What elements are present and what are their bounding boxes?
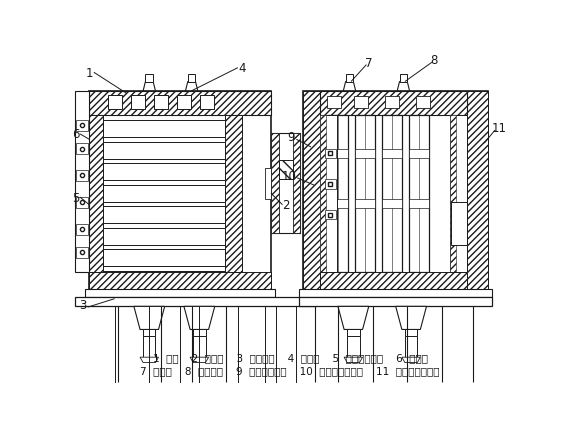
Bar (177, 96, 191, 110)
Text: 11: 11 (492, 122, 506, 135)
Bar (278, 161, 293, 180)
Bar (328, 116, 348, 273)
Bar (293, 134, 300, 233)
Text: 7: 7 (365, 57, 373, 70)
Polygon shape (143, 82, 155, 92)
Polygon shape (402, 357, 420, 363)
Bar (193, 330, 205, 336)
Bar (450, 116, 456, 273)
Bar (89, 92, 271, 290)
Bar (271, 134, 300, 233)
Bar (76, 144, 88, 154)
Bar (103, 185, 225, 202)
Text: 6: 6 (73, 128, 80, 141)
Bar (320, 116, 337, 273)
Bar (76, 248, 88, 258)
Polygon shape (140, 357, 159, 363)
Bar (188, 75, 196, 82)
Polygon shape (338, 307, 369, 330)
Polygon shape (344, 357, 362, 363)
Bar (225, 116, 242, 273)
Text: 9: 9 (287, 131, 295, 144)
Bar (354, 97, 368, 109)
Polygon shape (397, 82, 409, 92)
Bar (299, 298, 492, 307)
Bar (325, 211, 336, 220)
Bar (86, 290, 275, 298)
Bar (76, 171, 88, 181)
Bar (355, 116, 375, 273)
Text: 5: 5 (73, 191, 80, 204)
Bar (299, 290, 492, 298)
Bar (265, 169, 271, 199)
Bar (327, 97, 341, 109)
Bar (200, 96, 214, 110)
Polygon shape (190, 357, 209, 363)
Bar (103, 250, 225, 267)
Bar (108, 96, 121, 110)
Text: 2: 2 (282, 199, 290, 212)
Bar (325, 180, 336, 189)
Bar (103, 271, 225, 288)
Bar (103, 164, 225, 181)
Bar (450, 116, 467, 273)
Bar (303, 92, 320, 290)
Bar (271, 134, 278, 233)
Bar (382, 116, 402, 273)
Bar (89, 92, 271, 116)
Bar (416, 97, 430, 109)
Polygon shape (134, 307, 164, 330)
Bar (154, 96, 168, 110)
Bar (400, 75, 407, 82)
Bar (89, 273, 271, 290)
Bar (328, 199, 348, 208)
Polygon shape (185, 82, 198, 92)
Bar (347, 330, 359, 336)
Text: 10: 10 (282, 169, 297, 183)
Bar (143, 330, 155, 336)
Bar (303, 92, 488, 290)
Polygon shape (184, 307, 215, 330)
Bar (76, 197, 88, 208)
Text: 8: 8 (430, 54, 438, 68)
Bar (75, 92, 89, 273)
Text: 4: 4 (238, 62, 246, 75)
Text: 1: 1 (86, 67, 93, 80)
Bar (103, 142, 225, 159)
Bar (131, 96, 145, 110)
Bar (103, 207, 225, 224)
Bar (409, 149, 429, 158)
Bar (328, 149, 348, 158)
Bar (320, 92, 467, 116)
Bar (103, 228, 225, 245)
Bar (75, 298, 316, 307)
Bar (325, 149, 336, 158)
Text: 3: 3 (79, 298, 87, 312)
Bar (355, 149, 375, 158)
Bar (103, 121, 225, 138)
Text: 7  加料斗    8  煛烧料罐    9  炉后挥发分道    10  炉后预热空气道    11  炉前预热空气道: 7 加料斗 8 煛烧料罐 9 炉后挥发分道 10 炉后预热空气道 11 炉前预热… (141, 366, 440, 375)
Bar (76, 224, 88, 235)
Bar (146, 75, 153, 82)
Polygon shape (396, 307, 426, 330)
Bar (382, 149, 402, 158)
Text: 1  火道    2  总烟道    3  冷却水套    4  观火孔    5  负压调节拉板    6  测温孔: 1 火道 2 总烟道 3 冷却水套 4 观火孔 5 负压调节拉板 6 测温孔 (153, 352, 428, 362)
Bar (385, 97, 399, 109)
Bar (405, 330, 417, 336)
Bar (467, 92, 488, 290)
Bar (409, 116, 429, 273)
Bar (355, 199, 375, 208)
Bar (76, 121, 88, 132)
Bar (89, 116, 103, 273)
Bar (409, 199, 429, 208)
Polygon shape (344, 82, 356, 92)
Bar (346, 75, 353, 82)
Bar (320, 116, 327, 273)
Bar (382, 199, 402, 208)
Bar (320, 273, 467, 290)
Bar (451, 203, 467, 245)
